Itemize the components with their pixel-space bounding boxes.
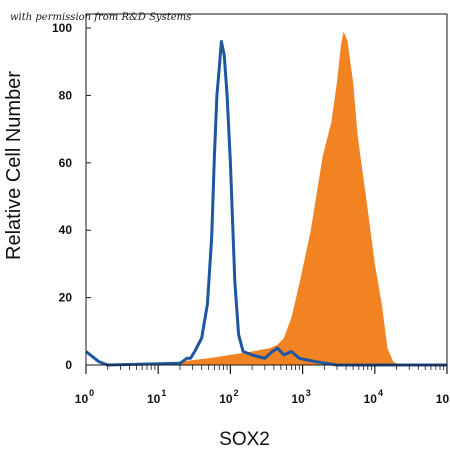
x-tick-exponent: 0 [89,388,94,398]
x-tick-base: 10 [291,392,305,406]
x-tick-base: 10 [436,392,450,406]
x-tick-exponent: 4 [378,388,383,398]
x-tick-exponent: 1 [161,388,166,398]
plot-frame [85,13,448,366]
x-axis-label: SOX2 [219,429,270,450]
permission-watermark: with permission from R&D Systems [10,12,191,23]
x-tick-label: 105 [436,388,450,406]
y-axis-label: Relative Cell Number [3,71,25,260]
y-tick-label: 40 [59,223,73,237]
x-tick-base: 10 [219,392,233,406]
x-tick-base: 10 [364,392,378,406]
x-tick-label: 103 [291,388,310,406]
x-tick-exponent: 2 [234,388,239,398]
series-filled-histogram [86,31,447,366]
x-tick-exponent: 3 [306,388,311,398]
x-tick-label: 102 [219,388,238,406]
y-tick-label: 60 [59,156,73,170]
series-layer [85,31,447,367]
y-tick-label: 20 [59,291,73,305]
x-tick-base: 10 [147,392,161,406]
y-tick-label: 0 [65,358,72,372]
x-tick-base: 10 [75,392,89,406]
y-tick-label: 100 [52,21,72,35]
x-tick-label: 104 [364,388,383,406]
series-outline-histogram [85,40,447,367]
y-tick-label: 80 [59,88,73,102]
y-axis-ticks: 0 20 40 60 80 100 [52,21,91,372]
x-tick-label: 101 [147,388,166,406]
x-tick-label: 100 [75,388,94,406]
x-axis-ticks: 100101102103104105 [75,365,450,406]
